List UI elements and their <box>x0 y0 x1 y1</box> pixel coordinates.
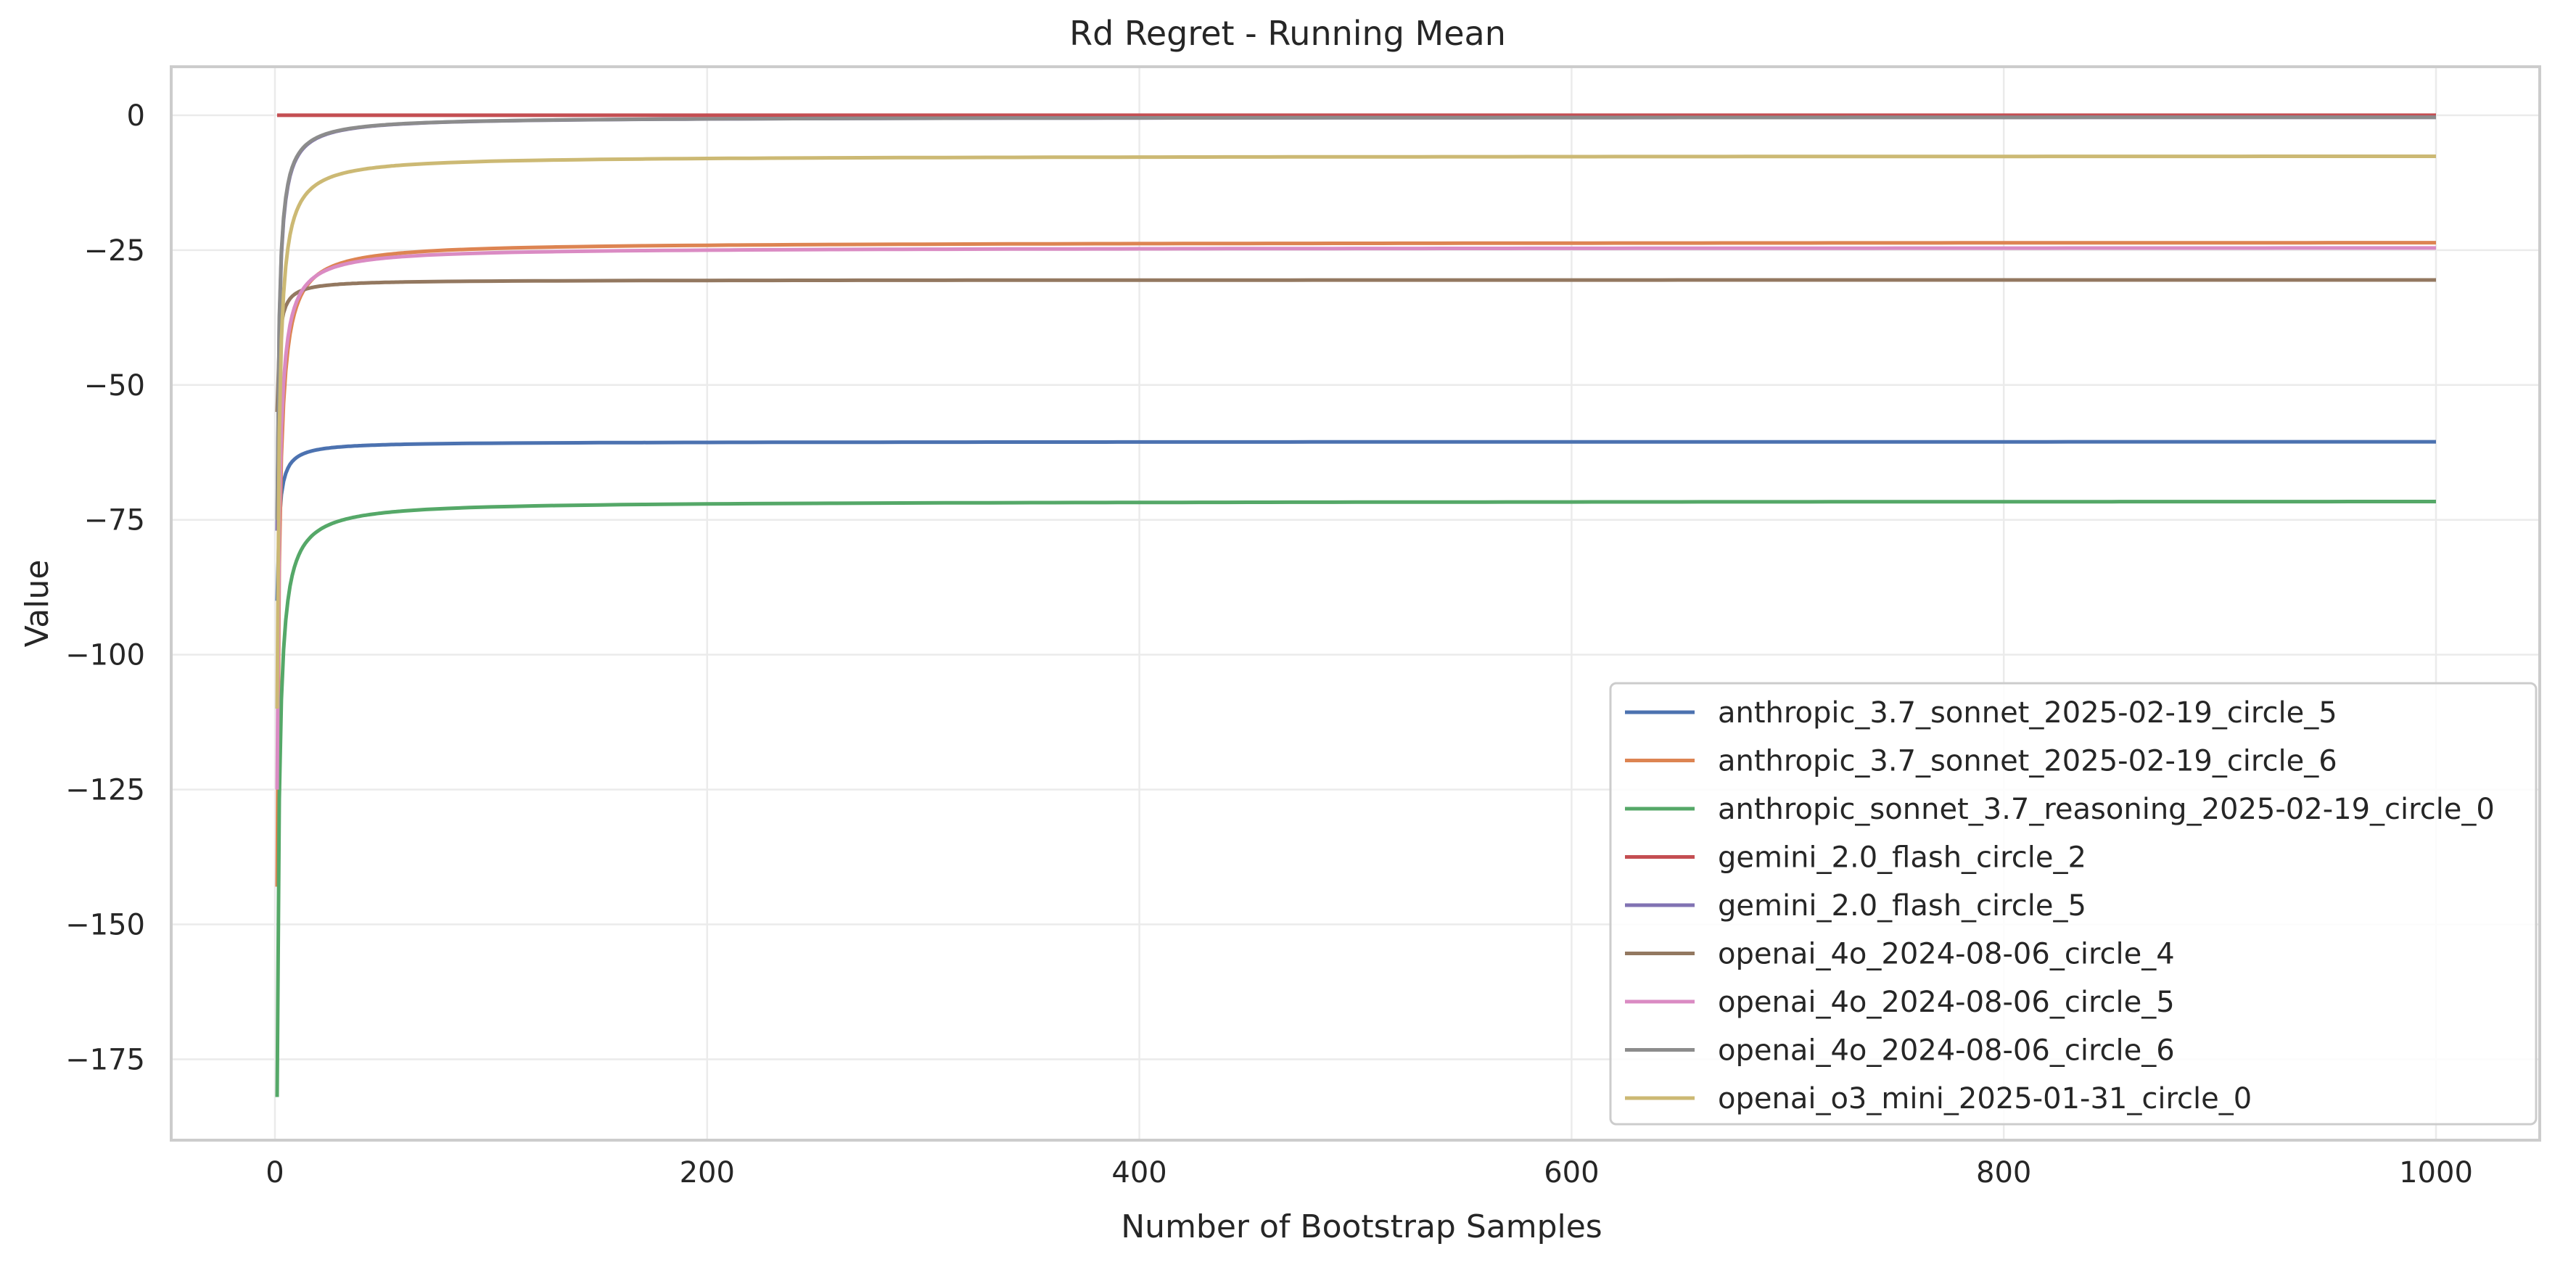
legend-label: openai_4o_2024-08-06_circle_5 <box>1718 986 2175 1019</box>
series-line-1 <box>275 440 2436 601</box>
tick-labels: 0 200 400 600 800 1000 0 −25 −50 −75 −100 −125 −150 −… <box>65 99 2473 1189</box>
series-line-6 <box>275 278 2436 413</box>
legend-label: gemini_2.0_flash_circle_5 <box>1718 889 2086 923</box>
legend-items: anthropic_3.7_sonnet_2025-02-19_circle_5… <box>1625 696 2495 1116</box>
legend-label: openai_4o_2024-08-06_circle_6 <box>1718 1034 2175 1068</box>
x-tick-label: 400 <box>1111 1156 1166 1189</box>
x-axis-title: Number of Bootstrap Samples <box>1121 1208 1602 1245</box>
series-line-9 <box>275 154 2436 709</box>
y-axis-title: Value <box>19 560 56 648</box>
legend-label: gemini_2.0_flash_circle_2 <box>1718 841 2086 875</box>
x-tick-label: 800 <box>1976 1156 2031 1189</box>
y-tick-label: −150 <box>65 909 145 942</box>
series-line-7 <box>275 246 2436 790</box>
y-tick-label: −125 <box>65 774 145 807</box>
legend-label: openai_o3_mini_2025-01-31_circle_0 <box>1718 1082 2252 1116</box>
legend-label: anthropic_3.7_sonnet_2025-02-19_circle_6 <box>1718 745 2337 778</box>
series-lines <box>275 113 2436 1097</box>
y-tick-label: −50 <box>84 369 145 403</box>
legend: anthropic_3.7_sonnet_2025-02-19_circle_5… <box>1609 682 2538 1126</box>
plot-area-frame <box>170 65 2541 1142</box>
legend-label: anthropic_sonnet_3.7_reasoning_2025-02-1… <box>1718 793 2495 826</box>
legend-label: openai_4o_2024-08-06_circle_4 <box>1718 938 2175 971</box>
y-tick-label: 0 <box>127 99 145 133</box>
legend-label: anthropic_3.7_sonnet_2025-02-19_circle_5 <box>1718 696 2337 730</box>
x-tick-label: 1000 <box>2399 1156 2473 1189</box>
x-tick-label: 600 <box>1544 1156 1599 1189</box>
y-tick-label: −75 <box>84 504 145 537</box>
x-tick-label: 200 <box>680 1156 735 1189</box>
chart-title: Rd Regret - Running Mean <box>1069 14 1506 53</box>
y-tick-label: −25 <box>84 234 145 268</box>
y-tick-label: −175 <box>65 1043 145 1076</box>
y-tick-label: −100 <box>65 639 145 672</box>
x-tick-label: 0 <box>266 1156 284 1189</box>
series-line-3 <box>275 500 2436 1097</box>
legend-box <box>1609 682 2538 1126</box>
series-line-8 <box>275 115 2436 520</box>
